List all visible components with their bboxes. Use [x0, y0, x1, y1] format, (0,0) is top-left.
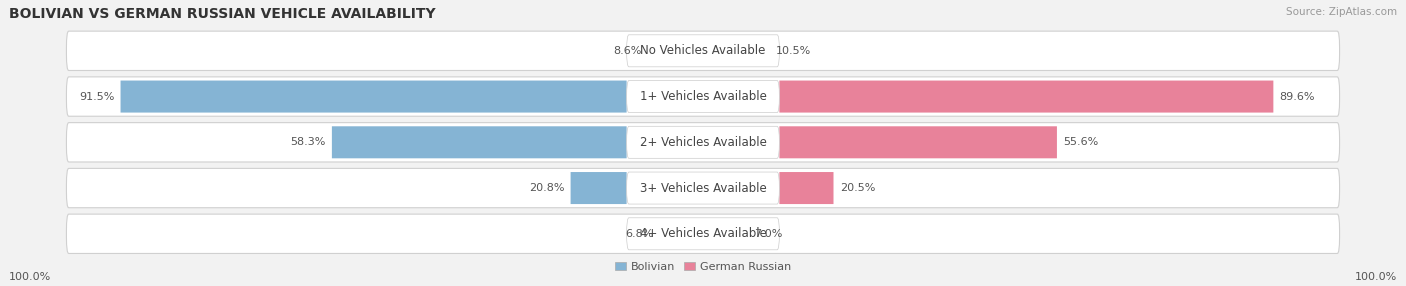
Text: 6.8%: 6.8%: [626, 229, 654, 239]
Text: 8.6%: 8.6%: [613, 46, 643, 56]
FancyBboxPatch shape: [627, 126, 779, 158]
FancyBboxPatch shape: [66, 214, 1340, 253]
Text: 100.0%: 100.0%: [1354, 272, 1396, 282]
Text: 3+ Vehicles Available: 3+ Vehicles Available: [640, 182, 766, 194]
Text: 4+ Vehicles Available: 4+ Vehicles Available: [640, 227, 766, 240]
Text: 1+ Vehicles Available: 1+ Vehicles Available: [640, 90, 766, 103]
FancyBboxPatch shape: [779, 81, 1274, 113]
Text: 55.6%: 55.6%: [1063, 137, 1098, 147]
Text: 10.5%: 10.5%: [776, 46, 811, 56]
FancyBboxPatch shape: [779, 172, 834, 204]
FancyBboxPatch shape: [66, 77, 1340, 116]
Text: No Vehicles Available: No Vehicles Available: [640, 44, 766, 57]
FancyBboxPatch shape: [627, 218, 779, 250]
Text: 100.0%: 100.0%: [10, 272, 52, 282]
FancyBboxPatch shape: [627, 81, 779, 113]
Legend: Bolivian, German Russian: Bolivian, German Russian: [610, 257, 796, 276]
FancyBboxPatch shape: [66, 168, 1340, 208]
Text: 58.3%: 58.3%: [290, 137, 326, 147]
Text: 20.8%: 20.8%: [529, 183, 564, 193]
FancyBboxPatch shape: [779, 126, 1057, 158]
Text: 2+ Vehicles Available: 2+ Vehicles Available: [640, 136, 766, 149]
FancyBboxPatch shape: [66, 123, 1340, 162]
FancyBboxPatch shape: [66, 31, 1340, 70]
FancyBboxPatch shape: [332, 126, 627, 158]
FancyBboxPatch shape: [121, 81, 627, 113]
Text: BOLIVIAN VS GERMAN RUSSIAN VEHICLE AVAILABILITY: BOLIVIAN VS GERMAN RUSSIAN VEHICLE AVAIL…: [10, 7, 436, 21]
Text: 91.5%: 91.5%: [79, 92, 114, 102]
Text: 20.5%: 20.5%: [839, 183, 876, 193]
FancyBboxPatch shape: [627, 172, 779, 204]
FancyBboxPatch shape: [627, 35, 779, 67]
Text: Source: ZipAtlas.com: Source: ZipAtlas.com: [1285, 7, 1396, 17]
Text: 7.0%: 7.0%: [754, 229, 782, 239]
Text: 89.6%: 89.6%: [1279, 92, 1315, 102]
FancyBboxPatch shape: [571, 172, 627, 204]
